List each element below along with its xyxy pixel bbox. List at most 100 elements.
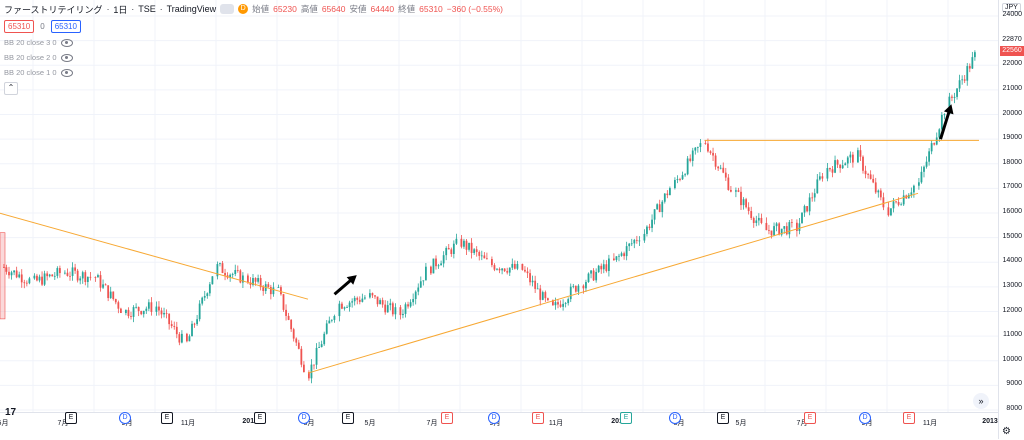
dividend-event-marker[interactable]: D (119, 412, 131, 424)
collapse-legend-button[interactable]: ⌃ (4, 82, 18, 95)
indicator-bb-1[interactable]: BB 20 close 1 0 (4, 65, 503, 80)
price-tick-label: 8000 (1006, 405, 1022, 412)
earnings-event-marker[interactable]: E (717, 412, 729, 424)
hide-eye-icon[interactable] (60, 53, 73, 62)
earnings-event-marker[interactable]: E (532, 412, 544, 424)
candle-body (409, 302, 412, 307)
candle-body (935, 137, 938, 145)
candle-body (961, 79, 964, 81)
currency-button[interactable]: JPY (1002, 3, 1021, 12)
chart-grid (0, 0, 1010, 412)
earnings-event-marker[interactable]: E (161, 412, 173, 424)
candle-body (943, 114, 946, 116)
dividend-event-marker[interactable]: D (298, 412, 310, 424)
price-axis[interactable]: JPY 240002300022000210002000019000180001… (998, 0, 1024, 439)
delayed-data-badge[interactable]: D (238, 4, 249, 14)
candle-body (554, 302, 557, 306)
candle-body (478, 252, 481, 256)
earnings-event-marker[interactable]: E (65, 412, 77, 424)
candle-body (43, 273, 46, 285)
candle-body (953, 96, 956, 98)
candle-body (470, 242, 473, 253)
indicator-bb-3[interactable]: BB 20 close 3 0 (4, 35, 503, 50)
candle-body (188, 336, 191, 342)
candle-body (53, 275, 56, 277)
candle-body (38, 276, 41, 281)
gear-icon[interactable]: ⚙ (1002, 426, 1011, 437)
sell-price-button[interactable]: 65310 (4, 19, 35, 33)
candle-body (724, 172, 727, 178)
candle-body (666, 193, 669, 196)
price-chart[interactable] (0, 0, 1010, 412)
candle-body (643, 233, 646, 241)
candle-body (132, 307, 135, 317)
buy-price-button[interactable]: 65310 (50, 19, 81, 33)
candle-body (280, 287, 282, 295)
indicator-bb-2[interactable]: BB 20 close 2 0 (4, 50, 503, 65)
chart-pane[interactable] (0, 0, 1010, 412)
candle-body (272, 287, 275, 295)
candle-body (125, 309, 127, 314)
candlestick-series (3, 50, 976, 384)
candle-body (127, 309, 130, 317)
time-tick-label: 7月 (57, 420, 69, 427)
candle-body (887, 207, 890, 216)
earnings-event-marker[interactable]: E (903, 412, 915, 424)
candle-body (402, 313, 404, 316)
candle-body (399, 307, 402, 316)
candle-body (796, 222, 798, 231)
candle-body (852, 154, 854, 163)
scroll-to-realtime-button[interactable]: » (973, 393, 989, 409)
candle-body (97, 275, 99, 278)
candle-body (524, 269, 526, 272)
candle-body (821, 176, 824, 179)
dividend-event-marker[interactable]: D (669, 412, 681, 424)
price-tick-label: 24000 (1002, 11, 1022, 18)
candle-body (844, 163, 847, 166)
candle-body (181, 333, 183, 343)
candle-body (872, 178, 875, 183)
candle-body (5, 267, 8, 272)
candle-body (99, 275, 102, 288)
price-tick-label: 20000 (1002, 109, 1022, 117)
earnings-event-marker[interactable]: E (254, 412, 266, 424)
dividend-event-marker[interactable]: D (859, 412, 871, 424)
candle-body (361, 298, 364, 302)
candle-body (658, 204, 661, 213)
candle-body (712, 152, 714, 156)
candle-body (15, 270, 18, 278)
earnings-event-marker[interactable]: E (441, 412, 453, 424)
candle-body (511, 263, 514, 268)
market-status-icon[interactable] (220, 4, 235, 14)
candle-body (79, 278, 82, 281)
candle-body (552, 300, 554, 306)
hide-eye-icon[interactable] (60, 68, 73, 77)
candle-body (516, 263, 519, 269)
candle-body (109, 291, 112, 299)
earnings-event-marker[interactable]: E (620, 412, 632, 424)
candle-body (839, 164, 842, 169)
interval-label[interactable]: 1日 (113, 4, 128, 15)
candle-body (684, 174, 686, 176)
candle-body (846, 157, 849, 164)
candle-body (417, 287, 420, 292)
earnings-event-marker[interactable]: E (342, 412, 354, 424)
candle-body (902, 195, 905, 205)
candle-body (452, 243, 455, 255)
candle-body (328, 320, 331, 324)
tradingview-logo[interactable]: 17 (5, 407, 17, 418)
earnings-event-marker[interactable]: E (804, 412, 816, 424)
candle-body (635, 239, 638, 241)
candle-body (900, 204, 903, 206)
candle-body (923, 166, 925, 172)
candle-body (920, 171, 923, 183)
candle-body (430, 266, 432, 274)
candle-body (25, 282, 28, 284)
indicator-label: BB 20 close 3 0 (4, 38, 57, 47)
candle-body (422, 280, 425, 282)
symbol-title[interactable]: ファーストリテイリング (4, 4, 103, 15)
candle-body (496, 268, 498, 270)
dividend-event-marker[interactable]: D (488, 412, 500, 424)
candle-body (81, 272, 84, 279)
hide-eye-icon[interactable] (60, 38, 73, 47)
